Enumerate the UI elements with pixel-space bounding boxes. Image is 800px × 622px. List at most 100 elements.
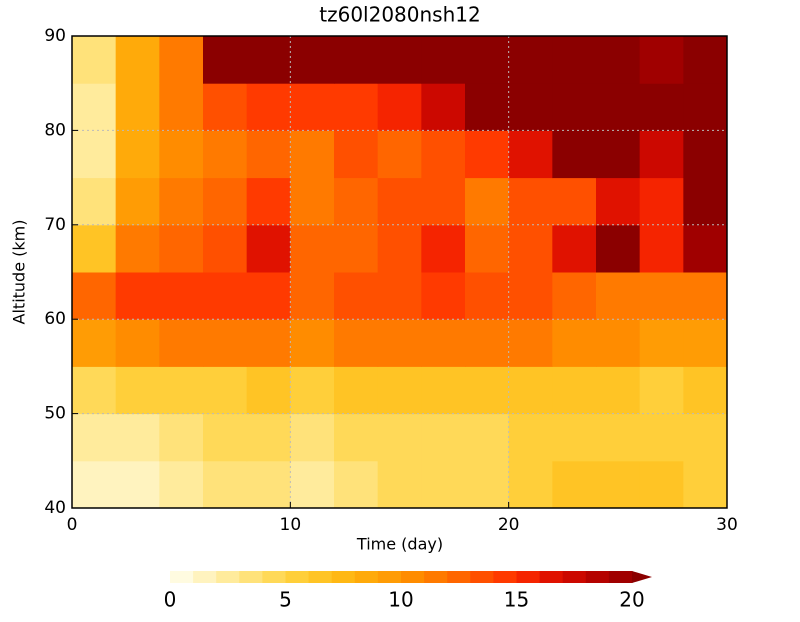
heat-cell — [465, 83, 510, 131]
heat-cell — [203, 366, 248, 415]
heat-cell — [421, 272, 466, 320]
heat-cell — [203, 272, 248, 320]
colorbar-box — [216, 571, 240, 583]
heat-cell — [115, 224, 160, 273]
heat-cell — [334, 224, 379, 273]
heat-cell — [203, 413, 248, 462]
heat-cell — [115, 319, 160, 367]
heat-cell — [377, 319, 422, 367]
colorbar-box — [331, 571, 356, 583]
x-tick-label: 20 — [498, 515, 520, 535]
heat-cell — [465, 177, 510, 226]
heat-cell — [115, 272, 160, 320]
heat-cell — [552, 460, 597, 509]
heat-cell — [639, 272, 684, 320]
heat-cell — [508, 319, 553, 367]
heat-cell — [334, 460, 379, 509]
heat-cell — [596, 83, 641, 131]
colorbar-box — [539, 571, 564, 583]
heat-cell — [508, 460, 553, 509]
heat-cell — [596, 130, 641, 179]
heat-cell — [246, 83, 291, 131]
heat-cell — [72, 36, 117, 84]
heat-cell — [508, 36, 553, 84]
heat-cell — [334, 83, 379, 131]
heat-cell — [596, 36, 641, 84]
colorbar-box — [447, 571, 471, 583]
colorbar-tick-label: 5 — [279, 588, 292, 612]
heat-cell — [465, 130, 510, 179]
heat-cell — [159, 460, 204, 509]
heat-cell — [508, 224, 553, 273]
heat-cell — [683, 460, 728, 509]
heat-cell — [115, 36, 160, 84]
heat-cell — [72, 83, 117, 131]
heat-cell — [683, 36, 728, 84]
colorbar-box — [239, 571, 263, 583]
heat-cell — [596, 224, 641, 273]
heat-cell — [334, 130, 379, 179]
heat-cell — [377, 366, 422, 415]
colorbar-box — [424, 571, 448, 583]
heat-cell — [159, 224, 204, 273]
heat-cell — [334, 366, 379, 415]
heat-cell — [377, 83, 422, 131]
heat-cell — [421, 224, 466, 273]
heat-cell — [290, 83, 335, 131]
colorbar-box — [377, 571, 402, 583]
heat-cell — [377, 460, 422, 509]
heat-cell — [465, 366, 510, 415]
heat-cell — [508, 83, 553, 131]
y-tick-label: 70 — [44, 215, 66, 235]
heat-cell — [421, 366, 466, 415]
heat-cell — [508, 272, 553, 320]
heat-cell — [203, 319, 248, 367]
heat-cell — [159, 83, 204, 131]
heat-cell — [683, 130, 728, 179]
heat-cell — [596, 272, 641, 320]
heat-cell — [639, 460, 684, 509]
colorbar-box — [562, 571, 587, 583]
heat-cell — [377, 36, 422, 84]
heat-cell — [115, 177, 160, 226]
heat-cell — [421, 177, 466, 226]
heat-cell — [421, 319, 466, 367]
heat-cell — [203, 224, 248, 273]
heat-cell — [421, 36, 466, 84]
colorbar-box — [354, 571, 379, 583]
heat-cell — [159, 366, 204, 415]
heat-cell — [639, 413, 684, 462]
heat-cell — [639, 366, 684, 415]
heat-cell — [465, 272, 510, 320]
heat-cell — [377, 413, 422, 462]
colorbar-box — [585, 571, 610, 583]
colorbar-tick-label: 15 — [504, 588, 529, 612]
heat-cell — [203, 460, 248, 509]
colorbar-box — [470, 571, 494, 583]
heat-cell — [72, 366, 117, 415]
x-tick-label: 10 — [280, 515, 302, 535]
heat-cell — [72, 460, 117, 509]
heat-cell — [159, 272, 204, 320]
heat-cell — [246, 413, 291, 462]
heat-cell — [203, 177, 248, 226]
heat-cell — [203, 130, 248, 179]
heat-cell — [290, 177, 335, 226]
heat-cell — [552, 83, 597, 131]
heat-cell — [465, 224, 510, 273]
heat-cell — [552, 224, 597, 273]
heat-cell — [159, 130, 204, 179]
y-axis-label: Altitude (km) — [10, 220, 29, 325]
heat-cell — [421, 413, 466, 462]
colorbar-box — [308, 571, 333, 583]
heat-cell — [552, 36, 597, 84]
heat-cell — [334, 272, 379, 320]
heat-cell — [246, 130, 291, 179]
heat-cell — [72, 177, 117, 226]
heat-cell — [465, 319, 510, 367]
colorbar-box — [262, 571, 286, 583]
heat-cell — [334, 36, 379, 84]
heat-cell — [552, 272, 597, 320]
heat-cell — [508, 366, 553, 415]
heat-cell — [421, 460, 466, 509]
